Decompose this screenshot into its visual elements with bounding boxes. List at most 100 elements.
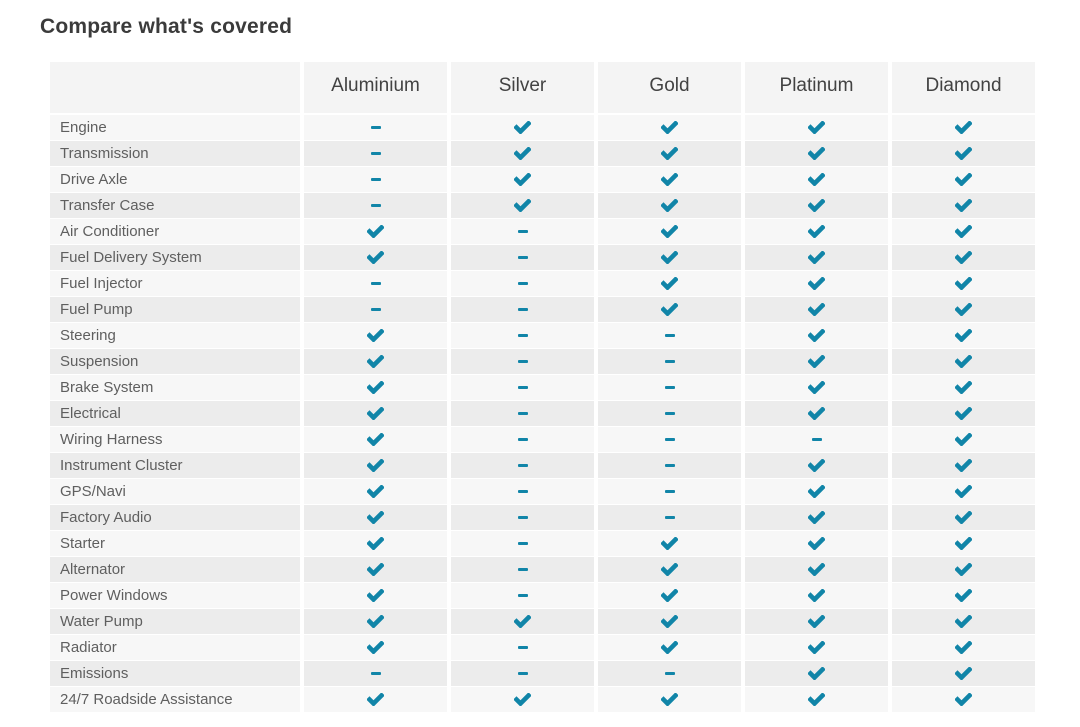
coverage-cell-gold bbox=[598, 635, 741, 661]
check-icon bbox=[808, 667, 825, 680]
table-header-row: Aluminium Silver Gold Platinum Diamond bbox=[50, 62, 1035, 115]
coverage-cell-silver bbox=[451, 401, 594, 427]
dash-icon bbox=[517, 671, 528, 676]
dash-icon bbox=[370, 151, 381, 156]
coverage-cell-aluminium bbox=[304, 375, 447, 401]
coverage-cell-silver bbox=[451, 479, 594, 505]
row-label: Transfer Case bbox=[50, 193, 300, 219]
coverage-cell-diamond bbox=[892, 635, 1035, 661]
table-row: 24/7 Roadside Assistance bbox=[50, 687, 1035, 713]
table-row: Brake System bbox=[50, 375, 1035, 401]
coverage-cell-aluminium bbox=[304, 167, 447, 193]
check-icon bbox=[808, 147, 825, 160]
row-label: Fuel Injector bbox=[50, 271, 300, 297]
coverage-cell-platinum bbox=[745, 375, 888, 401]
check-icon bbox=[367, 537, 384, 550]
table-row: GPS/Navi bbox=[50, 479, 1035, 505]
check-icon bbox=[367, 251, 384, 264]
coverage-cell-silver bbox=[451, 245, 594, 271]
coverage-cell-gold bbox=[598, 297, 741, 323]
coverage-cell-aluminium bbox=[304, 557, 447, 583]
check-icon bbox=[808, 485, 825, 498]
coverage-cell-aluminium bbox=[304, 453, 447, 479]
dash-icon bbox=[517, 463, 528, 468]
check-icon bbox=[514, 173, 531, 186]
coverage-cell-aluminium bbox=[304, 661, 447, 687]
coverage-cell-gold bbox=[598, 141, 741, 167]
coverage-cell-gold bbox=[598, 505, 741, 531]
row-label: Engine bbox=[50, 115, 300, 141]
check-icon bbox=[808, 303, 825, 316]
check-icon bbox=[955, 277, 972, 290]
check-icon bbox=[808, 355, 825, 368]
header-cell-diamond: Diamond bbox=[892, 62, 1035, 115]
check-icon bbox=[955, 225, 972, 238]
coverage-cell-diamond bbox=[892, 167, 1035, 193]
check-icon bbox=[661, 615, 678, 628]
check-icon bbox=[955, 693, 972, 706]
check-icon bbox=[808, 225, 825, 238]
check-icon bbox=[367, 407, 384, 420]
check-icon bbox=[955, 303, 972, 316]
coverage-cell-silver bbox=[451, 115, 594, 141]
coverage-cell-gold bbox=[598, 687, 741, 713]
check-icon bbox=[367, 433, 384, 446]
table-row: Transfer Case bbox=[50, 193, 1035, 219]
coverage-cell-silver bbox=[451, 167, 594, 193]
coverage-cell-aluminium bbox=[304, 635, 447, 661]
coverage-cell-aluminium bbox=[304, 687, 447, 713]
coverage-cell-diamond bbox=[892, 375, 1035, 401]
row-label: Brake System bbox=[50, 375, 300, 401]
check-icon bbox=[661, 225, 678, 238]
coverage-cell-platinum bbox=[745, 141, 888, 167]
row-label: Emissions bbox=[50, 661, 300, 687]
coverage-cell-platinum bbox=[745, 219, 888, 245]
dash-icon bbox=[517, 567, 528, 572]
check-icon bbox=[514, 615, 531, 628]
table-row: Radiator bbox=[50, 635, 1035, 661]
table-row: Wiring Harness bbox=[50, 427, 1035, 453]
check-icon bbox=[955, 147, 972, 160]
check-icon bbox=[808, 329, 825, 342]
coverage-cell-diamond bbox=[892, 297, 1035, 323]
coverage-cell-silver bbox=[451, 141, 594, 167]
coverage-cell-gold bbox=[598, 245, 741, 271]
check-icon bbox=[514, 121, 531, 134]
coverage-cell-platinum bbox=[745, 271, 888, 297]
check-icon bbox=[955, 251, 972, 264]
dash-icon bbox=[370, 281, 381, 286]
coverage-cell-diamond bbox=[892, 453, 1035, 479]
check-icon bbox=[367, 589, 384, 602]
header-cell-platinum: Platinum bbox=[745, 62, 888, 115]
coverage-cell-platinum bbox=[745, 115, 888, 141]
check-icon bbox=[955, 121, 972, 134]
check-icon bbox=[367, 485, 384, 498]
table-row: Suspension bbox=[50, 349, 1035, 375]
check-icon bbox=[661, 563, 678, 576]
check-icon bbox=[367, 693, 384, 706]
table-row: Fuel Delivery System bbox=[50, 245, 1035, 271]
coverage-cell-diamond bbox=[892, 687, 1035, 713]
row-label: Radiator bbox=[50, 635, 300, 661]
check-icon bbox=[661, 589, 678, 602]
table-row: Transmission bbox=[50, 141, 1035, 167]
coverage-cell-platinum bbox=[745, 531, 888, 557]
coverage-cell-diamond bbox=[892, 531, 1035, 557]
coverage-cell-gold bbox=[598, 349, 741, 375]
coverage-cell-platinum bbox=[745, 479, 888, 505]
check-icon bbox=[661, 303, 678, 316]
row-label: Starter bbox=[50, 531, 300, 557]
coverage-cell-silver bbox=[451, 531, 594, 557]
coverage-cell-silver bbox=[451, 635, 594, 661]
table-row: Instrument Cluster bbox=[50, 453, 1035, 479]
coverage-cell-platinum bbox=[745, 193, 888, 219]
check-icon bbox=[808, 537, 825, 550]
check-icon bbox=[367, 511, 384, 524]
coverage-cell-aluminium bbox=[304, 479, 447, 505]
dash-icon bbox=[517, 437, 528, 442]
dash-icon bbox=[370, 125, 381, 130]
check-icon bbox=[514, 147, 531, 160]
check-icon bbox=[955, 667, 972, 680]
check-icon bbox=[955, 433, 972, 446]
coverage-cell-silver bbox=[451, 323, 594, 349]
